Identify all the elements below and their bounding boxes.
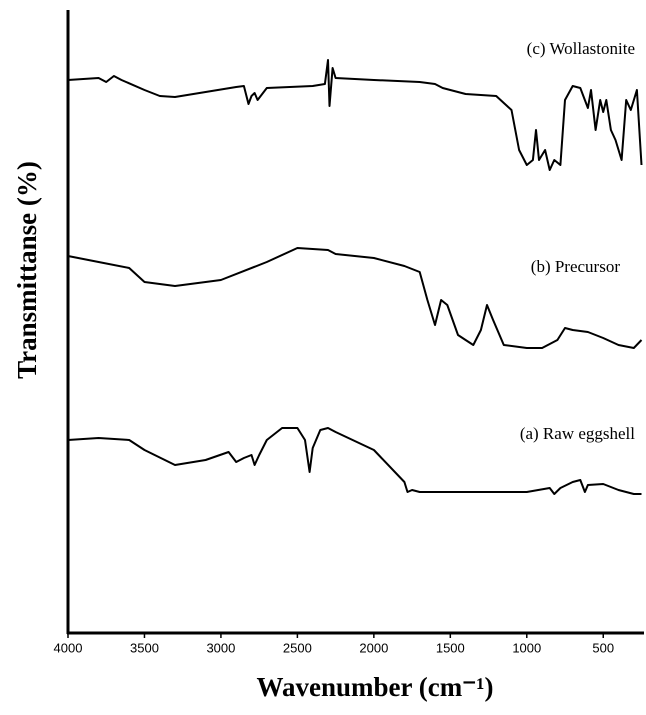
x-axis-label: Wavenumber (cm⁻¹) [256, 672, 493, 702]
x-tick-label: 3500 [130, 640, 159, 655]
y-axis-label: Transmittanse (%) [12, 161, 42, 379]
spectrum-line [67, 247, 643, 349]
series-label: (b) Precursor [531, 257, 621, 276]
x-tick-label: 2000 [359, 640, 388, 655]
x-tick-label: 2500 [283, 640, 312, 655]
x-tick-label: 4000 [54, 640, 83, 655]
x-tick-label: 500 [592, 640, 614, 655]
series-label: (a) Raw eggshell [520, 424, 635, 443]
x-tick-label: 1000 [512, 640, 541, 655]
x-tick-label: 1500 [436, 640, 465, 655]
spectrum-line [67, 427, 642, 495]
spectrum-line [67, 59, 643, 171]
series-label: (c) Wollastonite [527, 39, 635, 58]
x-tick-label: 3000 [206, 640, 235, 655]
